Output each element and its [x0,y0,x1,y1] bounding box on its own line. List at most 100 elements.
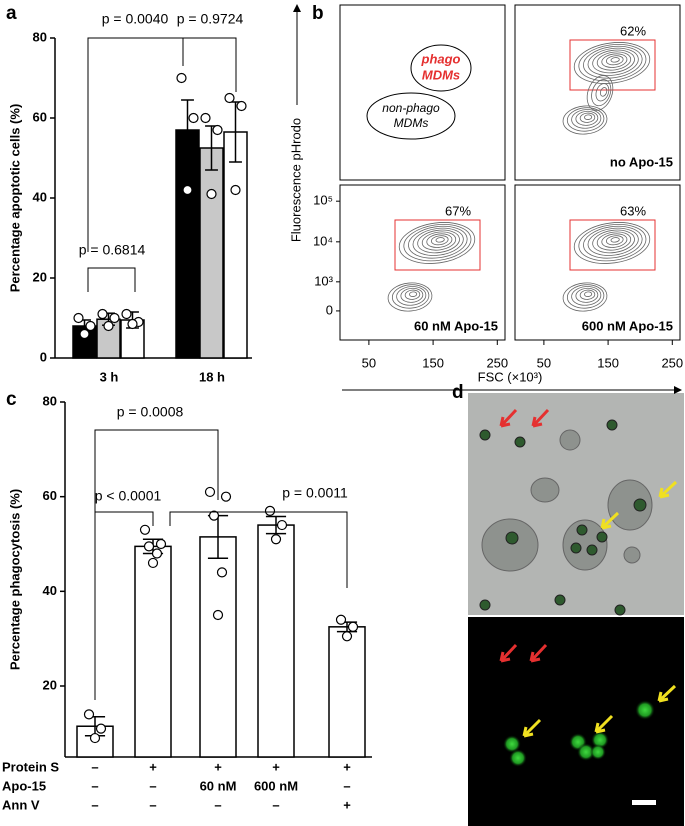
y-axis-label: Fluorescence pHrodo [288,118,303,242]
data-point [155,538,167,550]
contour-line [596,231,632,251]
y-tick-label: 0 [40,349,47,364]
phago-label: phago [421,51,461,66]
x-tick-label: 3 h [100,369,119,384]
contour-line [610,237,620,243]
condition-cell: + [343,759,351,774]
contour-line [587,227,639,256]
data-point [103,320,114,332]
p-value-label: p = 0.9724 [177,11,244,27]
condition-cell: – [91,797,98,812]
non-phago-label: MDMs [394,116,429,130]
gate-percentage: 62% [620,23,646,38]
significance-bracket [169,511,348,588]
gate-percentage: 63% [620,203,646,218]
contour-line [596,51,632,71]
contour-line [417,229,460,254]
panel-label: d [452,382,464,403]
contour-line [391,284,430,309]
data-point [85,320,96,332]
contour-line [387,282,433,312]
condition-name: 600 nM Apo-15 [582,318,673,333]
phago-label: MDMs [422,67,460,82]
data-point [270,534,282,545]
condition-cell: – [272,797,279,812]
data-point [236,100,247,112]
data-point [182,184,193,196]
plot-frame [514,4,681,181]
y-tick-label: 0 [326,302,333,317]
contour-line [587,47,639,76]
condition-name: 60 nM Apo-15 [414,318,498,333]
x-tick-label: 18 h [199,369,225,384]
data-point [276,519,288,531]
data-point [347,621,359,632]
data-point [206,188,217,200]
condition-label: Protein S [2,759,59,774]
x-tick-label: 250 [486,355,508,370]
contour-line [562,105,608,135]
significance-bracket [87,267,136,292]
condition-cell: + [272,759,280,774]
phago-gate [410,44,472,92]
condition-cell: – [91,759,98,774]
contour-line [398,222,476,264]
y-axis-label: Percentage apoptotic cells (%) [7,104,22,293]
plot-frame [339,184,506,341]
contour-line [408,225,468,259]
data-point [143,541,155,552]
cell-nuclei [479,419,647,616]
data-point [204,486,216,498]
contour-line [578,43,647,82]
contour-line [584,114,593,120]
y-axis-label: Percentage phagocytosis (%) [7,489,22,670]
bar [257,524,295,758]
contour-line [579,112,596,123]
data-point [97,308,108,320]
data-point [147,557,159,569]
data-point [212,124,223,136]
plot-frame [339,4,506,181]
data-point [230,184,241,196]
bar [134,545,172,758]
data-point [73,312,84,324]
condition-name: no Apo-15 [610,154,673,169]
contour-line [409,291,418,297]
contour-line [562,282,608,312]
data-point [89,732,101,744]
data-point [216,567,228,578]
contour-line [592,229,635,254]
contour-line [578,223,647,262]
fluorescent-cells [503,700,655,767]
y-tick-label: 60 [43,488,57,503]
contour-line [595,83,610,102]
microscopy-panel [468,393,684,826]
y-tick-label: 80 [33,29,47,44]
data-point [109,312,120,324]
non-phago-gate [366,92,456,140]
data-point [212,609,224,621]
condition-cell: – [149,797,156,812]
contour-line [412,227,464,256]
y-tick-label: 10³ [314,273,333,288]
data-point [220,491,232,502]
condition-label: Ann V [2,797,40,812]
contour-line [591,79,612,107]
contour-line [605,235,624,246]
bar [223,131,248,359]
x-tick-label: 250 [661,355,683,370]
p-value-label: p = 0.0040 [102,11,169,27]
condition-cell: – [343,778,350,793]
condition-cell: – [91,778,98,793]
contour-line [601,233,628,248]
data-point [121,308,132,320]
condition-cell: – [149,778,156,793]
contour-line [396,286,427,306]
gate-percentage: 67% [445,203,471,218]
contour-line [400,287,424,303]
y-tick-label: 60 [33,109,47,124]
non-phago-label: non-phago [382,101,440,115]
condition-cell: 60 nM [200,778,237,793]
data-point [208,510,220,521]
